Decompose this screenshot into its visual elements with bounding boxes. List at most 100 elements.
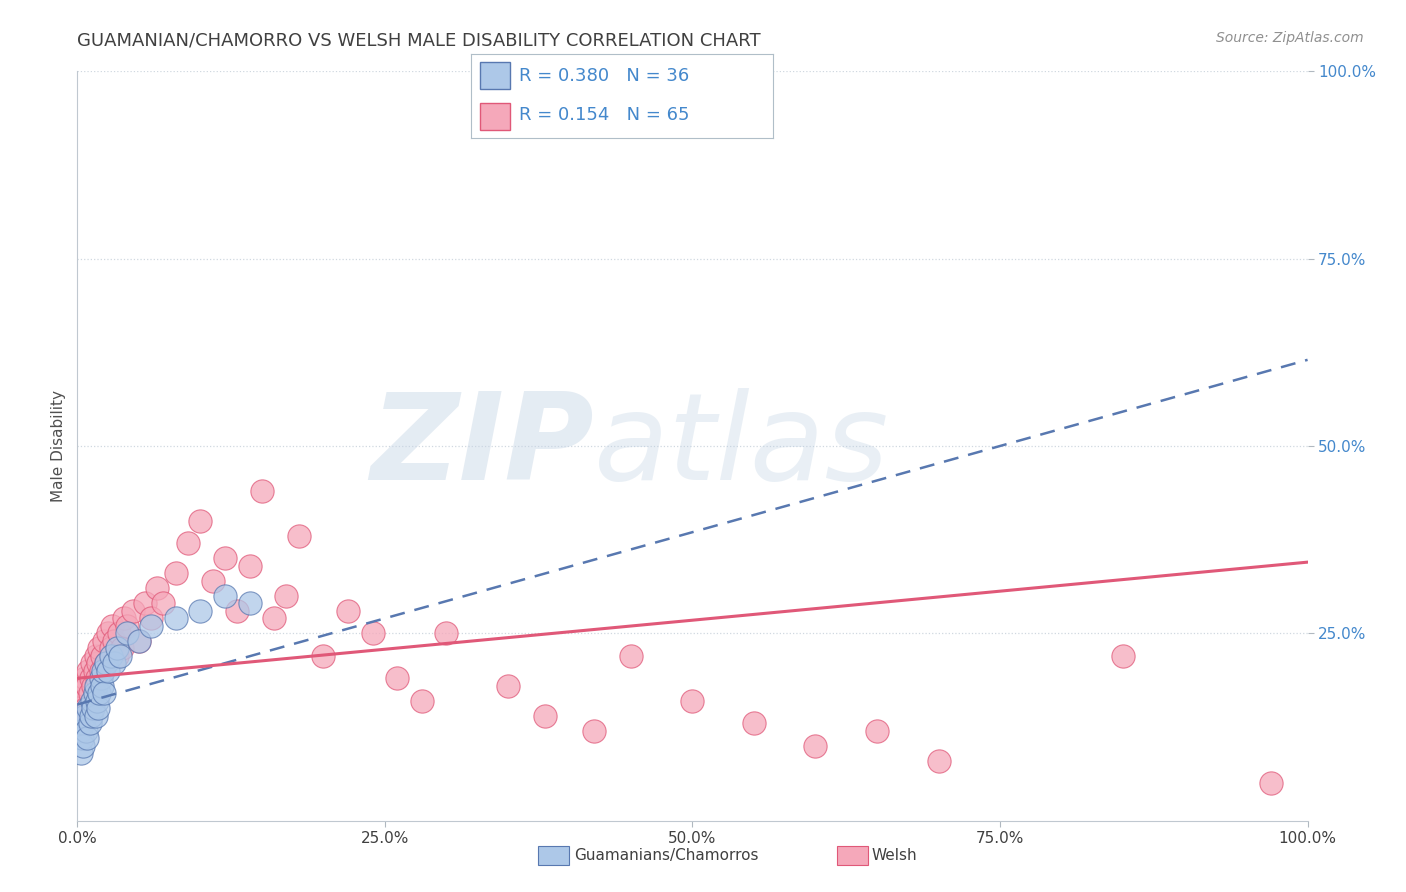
Point bbox=[288, 529, 311, 543]
Point bbox=[84, 708, 107, 723]
Point bbox=[73, 671, 96, 685]
Point bbox=[100, 648, 122, 663]
Point bbox=[82, 701, 104, 715]
Point bbox=[75, 701, 97, 715]
Point bbox=[87, 657, 110, 671]
Y-axis label: Male Disability: Male Disability bbox=[51, 390, 66, 502]
Point bbox=[250, 483, 273, 498]
Point bbox=[165, 566, 187, 581]
Point bbox=[82, 657, 104, 671]
Point bbox=[110, 648, 132, 663]
Point bbox=[90, 679, 114, 693]
Point bbox=[115, 626, 138, 640]
Point bbox=[97, 626, 120, 640]
Point bbox=[82, 679, 104, 693]
Point bbox=[83, 664, 105, 678]
Point bbox=[90, 664, 112, 678]
Point bbox=[80, 671, 103, 685]
Point bbox=[152, 596, 174, 610]
Point bbox=[214, 551, 236, 566]
Point bbox=[361, 626, 384, 640]
Point bbox=[804, 739, 827, 753]
Point bbox=[188, 514, 212, 528]
Point bbox=[115, 619, 138, 633]
Point bbox=[90, 648, 114, 663]
Point bbox=[94, 657, 117, 671]
Point bbox=[86, 694, 108, 708]
Text: Source: ZipAtlas.com: Source: ZipAtlas.com bbox=[1216, 31, 1364, 45]
Text: R = 0.380   N = 36: R = 0.380 N = 36 bbox=[519, 68, 689, 86]
Point bbox=[79, 716, 101, 731]
Point bbox=[226, 604, 249, 618]
Point bbox=[496, 679, 519, 693]
Point bbox=[134, 596, 156, 610]
FancyBboxPatch shape bbox=[479, 103, 510, 130]
Point bbox=[93, 686, 115, 700]
Text: GUAMANIAN/CHAMORRO VS WELSH MALE DISABILITY CORRELATION CHART: GUAMANIAN/CHAMORRO VS WELSH MALE DISABIL… bbox=[77, 31, 761, 49]
Point bbox=[239, 596, 262, 610]
Point bbox=[928, 754, 950, 768]
Point bbox=[69, 723, 91, 738]
Point bbox=[385, 671, 409, 685]
Point bbox=[121, 604, 143, 618]
Point bbox=[146, 582, 169, 596]
Point bbox=[128, 633, 150, 648]
Text: Welsh: Welsh bbox=[872, 848, 917, 863]
Point bbox=[89, 686, 111, 700]
Point bbox=[76, 679, 98, 693]
Point bbox=[79, 686, 101, 700]
Point bbox=[141, 611, 163, 625]
Point bbox=[141, 619, 163, 633]
Point bbox=[1260, 776, 1282, 790]
Point bbox=[83, 686, 105, 700]
Point bbox=[70, 679, 93, 693]
Point bbox=[105, 641, 128, 656]
Point bbox=[69, 686, 91, 700]
Text: R = 0.154   N = 65: R = 0.154 N = 65 bbox=[519, 105, 690, 123]
Point bbox=[411, 694, 433, 708]
FancyBboxPatch shape bbox=[479, 62, 510, 89]
Point bbox=[94, 657, 117, 671]
Point bbox=[128, 633, 150, 648]
Point bbox=[583, 723, 606, 738]
Point bbox=[72, 716, 94, 731]
Text: atlas: atlas bbox=[595, 387, 890, 505]
Point bbox=[111, 641, 132, 656]
Point bbox=[1112, 648, 1135, 663]
Point bbox=[90, 671, 112, 685]
Point bbox=[165, 611, 187, 625]
Point bbox=[620, 648, 643, 663]
Point bbox=[112, 611, 135, 625]
Point bbox=[214, 589, 236, 603]
Point bbox=[77, 664, 100, 678]
Point bbox=[276, 589, 298, 603]
Text: Guamanians/Chamorros: Guamanians/Chamorros bbox=[574, 848, 758, 863]
Point bbox=[70, 731, 93, 746]
Point bbox=[89, 641, 111, 656]
Point bbox=[97, 664, 120, 678]
Point bbox=[201, 574, 224, 588]
Point bbox=[75, 723, 97, 738]
Point bbox=[87, 701, 110, 715]
Point bbox=[70, 746, 93, 760]
Text: ZIP: ZIP bbox=[370, 387, 595, 505]
Point bbox=[76, 731, 98, 746]
Point bbox=[177, 536, 200, 550]
Point bbox=[312, 648, 335, 663]
Point bbox=[103, 657, 125, 671]
Point bbox=[77, 701, 100, 715]
Point bbox=[91, 664, 114, 678]
Point bbox=[100, 641, 122, 656]
Point bbox=[337, 604, 360, 618]
Point bbox=[188, 604, 212, 618]
Point bbox=[866, 723, 889, 738]
Point bbox=[105, 648, 128, 663]
Point bbox=[263, 611, 285, 625]
Point bbox=[534, 708, 557, 723]
Point bbox=[101, 619, 124, 633]
Point bbox=[436, 626, 458, 640]
Point bbox=[86, 671, 108, 685]
Point bbox=[67, 701, 90, 715]
Point bbox=[70, 708, 93, 723]
Point bbox=[84, 648, 107, 663]
